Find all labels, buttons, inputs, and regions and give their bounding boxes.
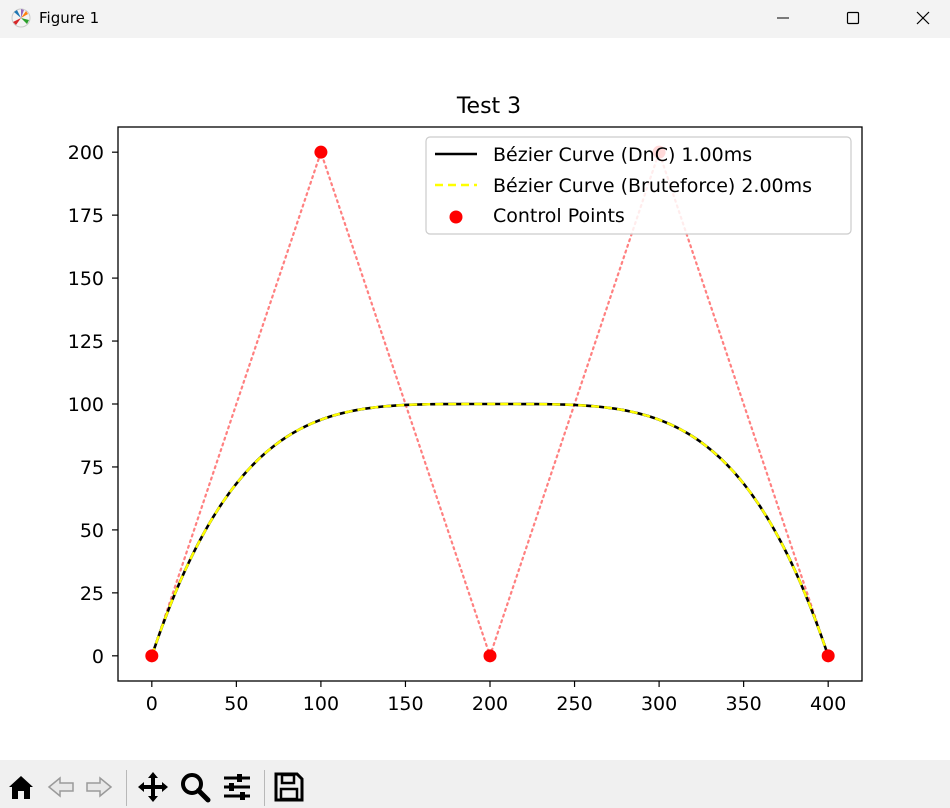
zoom-button[interactable]: [178, 770, 212, 804]
minimize-button[interactable]: [760, 0, 806, 36]
toolbar-separator: [126, 770, 127, 806]
y-tick-label: 50: [80, 520, 104, 542]
x-tick-label: 300: [641, 693, 677, 715]
home-button[interactable]: [4, 770, 38, 804]
y-tick-label: 150: [68, 268, 104, 290]
save-button[interactable]: [272, 770, 306, 804]
matplotlib-app-icon: [10, 7, 32, 29]
x-tick-label: 200: [472, 693, 508, 715]
figure-canvas[interactable]: Test 3 0 50 100 150 200 250 300 350 400 0 25 50 75 10…: [0, 38, 950, 760]
configure-icon: [224, 774, 250, 800]
control-point: [145, 649, 159, 663]
legend-label: Bézier Curve (Bruteforce) 2.00ms: [493, 175, 812, 197]
close-icon: [916, 11, 930, 25]
legend-box: [425, 136, 852, 235]
close-button[interactable]: [900, 0, 946, 36]
bezier-dnc-line: [150, 402, 830, 657]
configure-subplots-button[interactable]: [220, 770, 254, 804]
y-tick-label: 75: [80, 457, 104, 479]
chart-title: Test 3: [456, 94, 521, 119]
control-point: [483, 649, 497, 663]
maximize-button[interactable]: [830, 0, 876, 36]
maximize-icon: [846, 11, 860, 25]
x-tick-label: 100: [303, 693, 339, 715]
x-tick-label: 150: [387, 693, 423, 715]
y-tick-label: 100: [68, 394, 104, 416]
legend-label: Control Points: [493, 205, 625, 227]
y-tick-label: 125: [68, 331, 104, 353]
x-tick-label: 0: [146, 693, 158, 715]
y-tick-label: 175: [68, 205, 104, 227]
pan-icon: [138, 772, 168, 802]
x-tick-label: 50: [224, 693, 248, 715]
navigation-toolbar: [0, 760, 950, 808]
y-tick-label: 0: [92, 646, 104, 668]
y-tick-label: 200: [68, 142, 104, 164]
x-tick-label: 350: [726, 693, 762, 715]
legend-swatch-control-points: [449, 210, 463, 224]
back-icon: [47, 776, 74, 798]
forward-icon: [86, 776, 113, 798]
back-button[interactable]: [44, 770, 78, 804]
zoom-icon: [181, 773, 211, 803]
y-tick-label: 25: [80, 583, 104, 605]
home-icon: [9, 776, 33, 799]
title-bar: Figure 1: [0, 0, 950, 38]
legend-label: Bézier Curve (DnC) 1.00ms: [493, 144, 752, 166]
save-icon: [274, 772, 304, 802]
forward-button[interactable]: [82, 770, 116, 804]
control-point: [821, 649, 835, 663]
control-point: [314, 145, 328, 159]
pan-button[interactable]: [136, 770, 170, 804]
x-tick-label: 250: [556, 693, 592, 715]
window-title: Figure 1: [39, 9, 100, 27]
toolbar-separator: [264, 770, 265, 806]
x-tick-label: 400: [810, 693, 846, 715]
bezier-chart: Test 3 0 50 100 150 200 250 300 350 400 0 25 50 75 10…: [68, 94, 863, 715]
bezier-bruteforce-line: [150, 402, 830, 657]
minimize-icon: [777, 17, 789, 19]
